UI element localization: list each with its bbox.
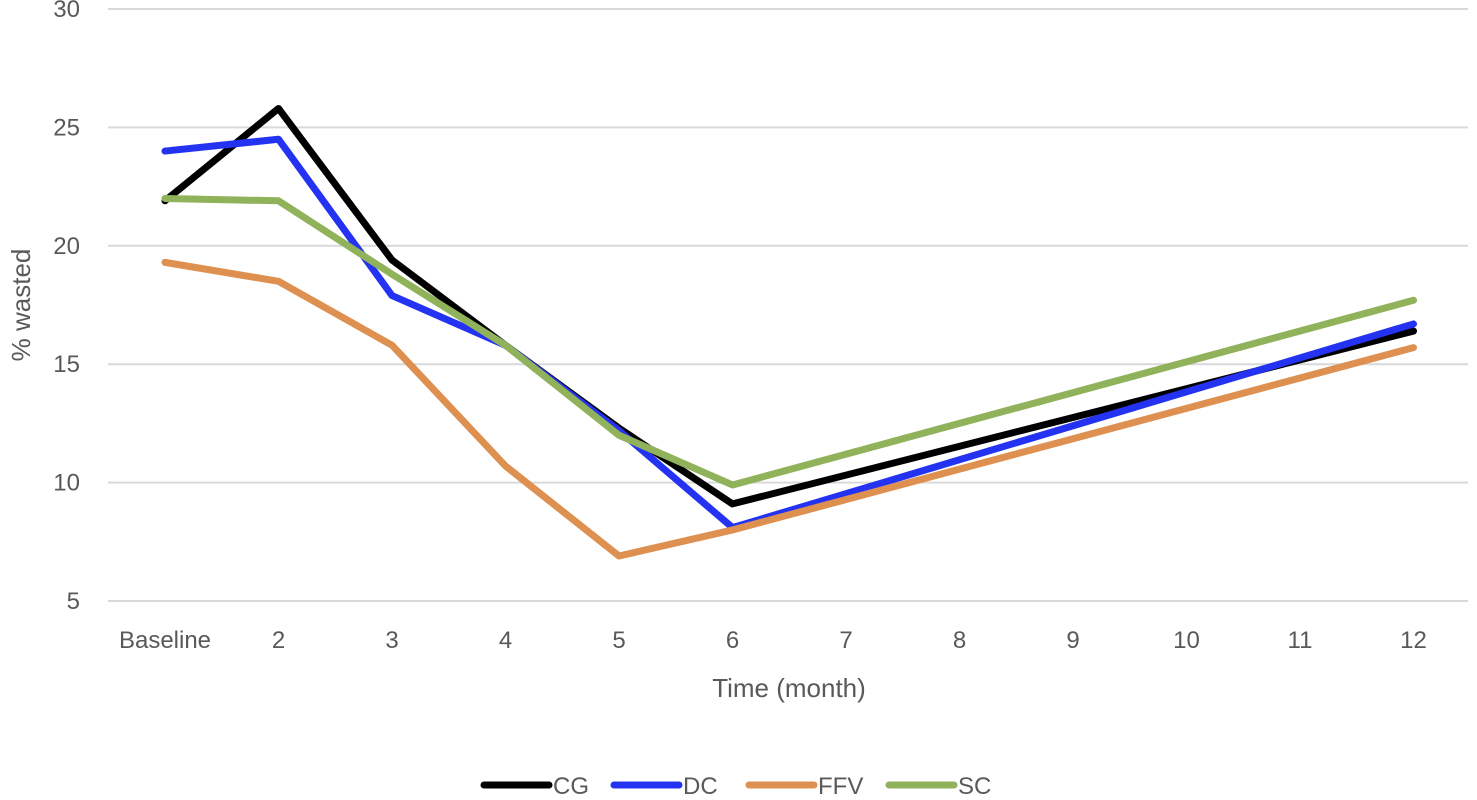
y-tick-label: 20 xyxy=(53,233,80,260)
y-tick-label: 25 xyxy=(53,114,80,141)
legend-label-ffv: FFV xyxy=(818,773,863,800)
x-tick-label: 12 xyxy=(1400,627,1427,654)
gridlines xyxy=(108,8,1468,602)
series-line-ffv xyxy=(161,258,1417,560)
x-tick-label: 2 xyxy=(272,627,285,654)
y-axis-ticks: 5 10 15 20 25 30 xyxy=(53,0,80,615)
x-tick-label: 6 xyxy=(726,627,739,654)
x-tick-label: 9 xyxy=(1066,627,1079,654)
y-tick-label: 10 xyxy=(53,470,80,497)
x-tick-label: 8 xyxy=(953,627,966,654)
legend-label-dc: DC xyxy=(683,773,718,800)
series-lines xyxy=(161,104,1417,560)
legend-label-cg: CG xyxy=(553,773,589,800)
x-tick-label: 5 xyxy=(612,627,625,654)
series-line-cg xyxy=(161,104,1417,508)
legend: CG DC FFV SC xyxy=(480,773,991,800)
y-tick-label: 30 xyxy=(53,0,80,23)
x-axis-ticks: Baseline 2 3 4 5 6 7 8 9 10 11 12 xyxy=(119,627,1427,654)
x-tick-label: 10 xyxy=(1173,627,1200,654)
x-axis-title: Time (month) xyxy=(712,673,866,703)
x-tick-label: Baseline xyxy=(119,627,211,654)
x-tick-label: 3 xyxy=(385,627,398,654)
y-tick-label: 5 xyxy=(67,588,80,615)
y-axis-title: % wasted xyxy=(6,249,36,362)
legend-label-sc: SC xyxy=(958,773,991,800)
x-tick-label: 11 xyxy=(1288,627,1313,654)
series-line-sc xyxy=(161,194,1417,489)
x-tick-label: 4 xyxy=(499,627,512,654)
y-tick-label: 15 xyxy=(53,351,80,378)
x-tick-label: 7 xyxy=(839,627,852,654)
